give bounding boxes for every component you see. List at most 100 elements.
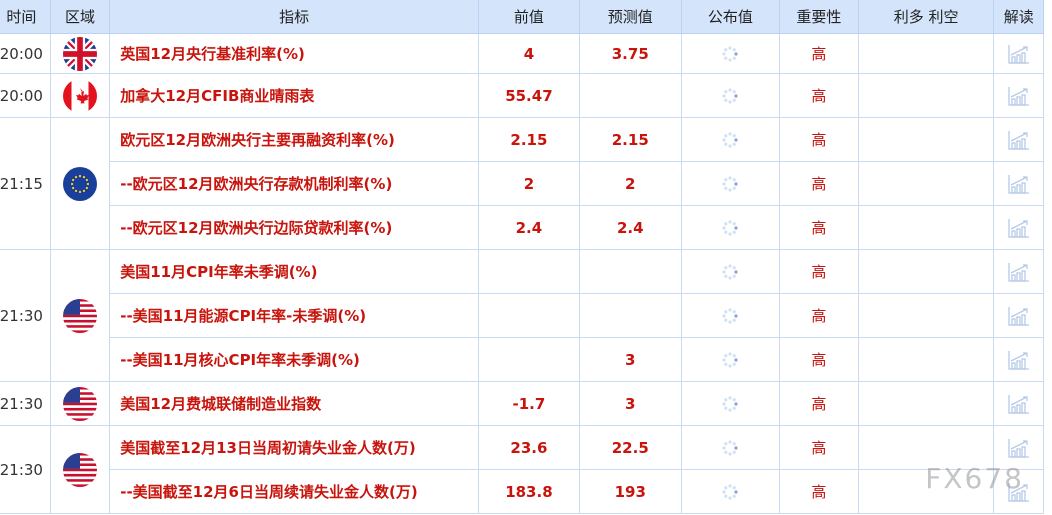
forecast-value: 2 — [578, 161, 682, 206]
table-row[interactable]: 21:30 美国11月CPI年率未季调(%) 高 — [0, 249, 1044, 382]
indicator-name[interactable]: 美国截至12月13日当周初请失业金人数(万) — [109, 425, 479, 470]
actual-value-cell — [680, 469, 781, 514]
indicator-name[interactable]: 美国11月CPI年率未季调(%) — [109, 249, 479, 294]
table-row[interactable]: --美国截至12月6日当周续请失业金人数(万) 183.8 193 高 — [0, 469, 1044, 514]
indicator-name[interactable]: 英国12月央行基准利率(%) — [109, 33, 479, 74]
loading-spinner-icon — [682, 483, 779, 501]
column-header: 利多 利空 — [857, 0, 995, 34]
previous-value: -1.7 — [477, 381, 580, 426]
actual-value-cell — [680, 117, 781, 162]
importance: 高 — [779, 425, 859, 470]
release-time: 20:00 — [0, 33, 51, 74]
bullish-bearish-cell — [857, 205, 995, 250]
previous-value — [477, 249, 580, 294]
loading-spinner-icon — [682, 175, 779, 193]
table-row[interactable]: 20:00 英国12月央行基准利率(%) 4 3.75 高 — [0, 33, 1044, 74]
region-cell — [49, 249, 111, 382]
actual-value-cell — [680, 73, 781, 118]
chart-analysis-icon — [994, 394, 1043, 414]
chart-analysis-icon — [994, 350, 1043, 370]
previous-value: 4 — [477, 33, 580, 74]
bullish-bearish-cell — [857, 337, 995, 382]
forecast-value: 193 — [578, 469, 682, 514]
us-flag-icon — [62, 298, 97, 333]
release-time: 21:30 — [0, 381, 51, 426]
table-row[interactable]: 21:30 美国截至12月13日当周初请失业金人数(万) 23.6 22.5 高 — [0, 425, 1044, 514]
analysis-button[interactable] — [993, 205, 1044, 250]
previous-value — [477, 293, 580, 338]
forecast-value — [578, 73, 682, 118]
indicator-name[interactable]: --美国11月能源CPI年率-未季调(%) — [109, 293, 479, 338]
loading-spinner-icon — [682, 351, 779, 369]
previous-value: 2 — [477, 161, 580, 206]
analysis-button[interactable] — [993, 33, 1044, 74]
analysis-button[interactable] — [993, 161, 1044, 206]
indicator-name[interactable]: 欧元区12月欧洲央行主要再融资利率(%) — [109, 117, 479, 162]
loading-spinner-icon — [682, 395, 779, 413]
importance: 高 — [779, 73, 859, 118]
indicator-name[interactable]: --欧元区12月欧洲央行边际贷款利率(%) — [109, 205, 479, 250]
previous-value: 2.15 — [477, 117, 580, 162]
previous-value — [477, 337, 580, 382]
analysis-button[interactable] — [993, 117, 1044, 162]
table-row[interactable]: --美国11月能源CPI年率-未季调(%) 高 — [0, 293, 1044, 338]
table-row[interactable]: --欧元区12月欧洲央行边际贷款利率(%) 2.4 2.4 高 — [0, 205, 1044, 250]
bullish-bearish-cell — [857, 73, 995, 118]
analysis-button[interactable] — [993, 73, 1044, 118]
bullish-bearish-cell — [857, 249, 995, 294]
table-row[interactable]: 21:30 美国12月费城联储制造业指数 -1.7 3 高 — [0, 381, 1044, 426]
eu-flag-icon — [62, 166, 97, 201]
region-cell — [49, 73, 111, 118]
actual-value-cell — [680, 381, 781, 426]
actual-value-cell — [680, 205, 781, 250]
analysis-button[interactable] — [993, 381, 1044, 426]
analysis-button[interactable] — [993, 249, 1044, 294]
importance: 高 — [779, 205, 859, 250]
importance: 高 — [779, 337, 859, 382]
importance: 高 — [779, 249, 859, 294]
importance: 高 — [779, 161, 859, 206]
loading-spinner-icon — [682, 131, 779, 149]
indicator-name[interactable]: --美国截至12月6日当周续请失业金人数(万) — [109, 469, 479, 514]
column-header: 指标 — [109, 0, 479, 34]
analysis-button[interactable] — [993, 469, 1044, 514]
analysis-button[interactable] — [993, 425, 1044, 470]
indicator-name[interactable]: 美国12月费城联储制造业指数 — [109, 381, 479, 426]
region-cell — [49, 425, 111, 514]
forecast-value: 3 — [578, 337, 682, 382]
loading-spinner-icon — [682, 45, 779, 63]
table-row[interactable]: --美国11月核心CPI年率未季调(%) 3 高 — [0, 337, 1044, 382]
table-row[interactable]: 21:15 欧元区12月欧洲央行主要再融资利率(%) 2.15 2.15 高 — [0, 117, 1044, 250]
column-header: 重要性 — [779, 0, 859, 34]
table-row[interactable]: --欧元区12月欧洲央行存款机制利率(%) 2 2 高 — [0, 161, 1044, 206]
indicator-name[interactable]: --欧元区12月欧洲央行存款机制利率(%) — [109, 161, 479, 206]
table-row[interactable]: 20:00 加拿大12月CFIB商业晴雨表 55.47 高 — [0, 73, 1044, 118]
importance: 高 — [779, 33, 859, 74]
indicator-name[interactable]: --美国11月核心CPI年率未季调(%) — [109, 337, 479, 382]
region-cell — [49, 33, 111, 74]
header-row: 时间 区域 指标 前值 预测值 公布值 重要性 利多 利空 解读 — [0, 0, 1044, 34]
loading-spinner-icon — [682, 219, 779, 237]
previous-value: 183.8 — [477, 469, 580, 514]
bullish-bearish-cell — [857, 293, 995, 338]
watermark: FX678 — [925, 462, 1024, 495]
analysis-button[interactable] — [993, 293, 1044, 338]
forecast-value: 3 — [578, 381, 682, 426]
column-header: 解读 — [993, 0, 1044, 34]
release-time: 21:30 — [0, 249, 51, 382]
indicator-name[interactable]: 加拿大12月CFIB商业晴雨表 — [109, 73, 479, 118]
previous-value: 55.47 — [477, 73, 580, 118]
actual-value-cell — [680, 337, 781, 382]
bullish-bearish-cell — [857, 33, 995, 74]
release-time: 21:15 — [0, 117, 51, 250]
previous-value: 23.6 — [477, 425, 580, 470]
canada-flag-icon — [62, 78, 97, 113]
loading-spinner-icon — [682, 439, 779, 457]
bullish-bearish-cell — [857, 381, 995, 426]
release-time: 20:00 — [0, 73, 51, 118]
chart-analysis-icon — [994, 262, 1043, 282]
chart-analysis-icon — [994, 306, 1043, 326]
analysis-button[interactable] — [993, 337, 1044, 382]
forecast-value: 2.15 — [578, 117, 682, 162]
